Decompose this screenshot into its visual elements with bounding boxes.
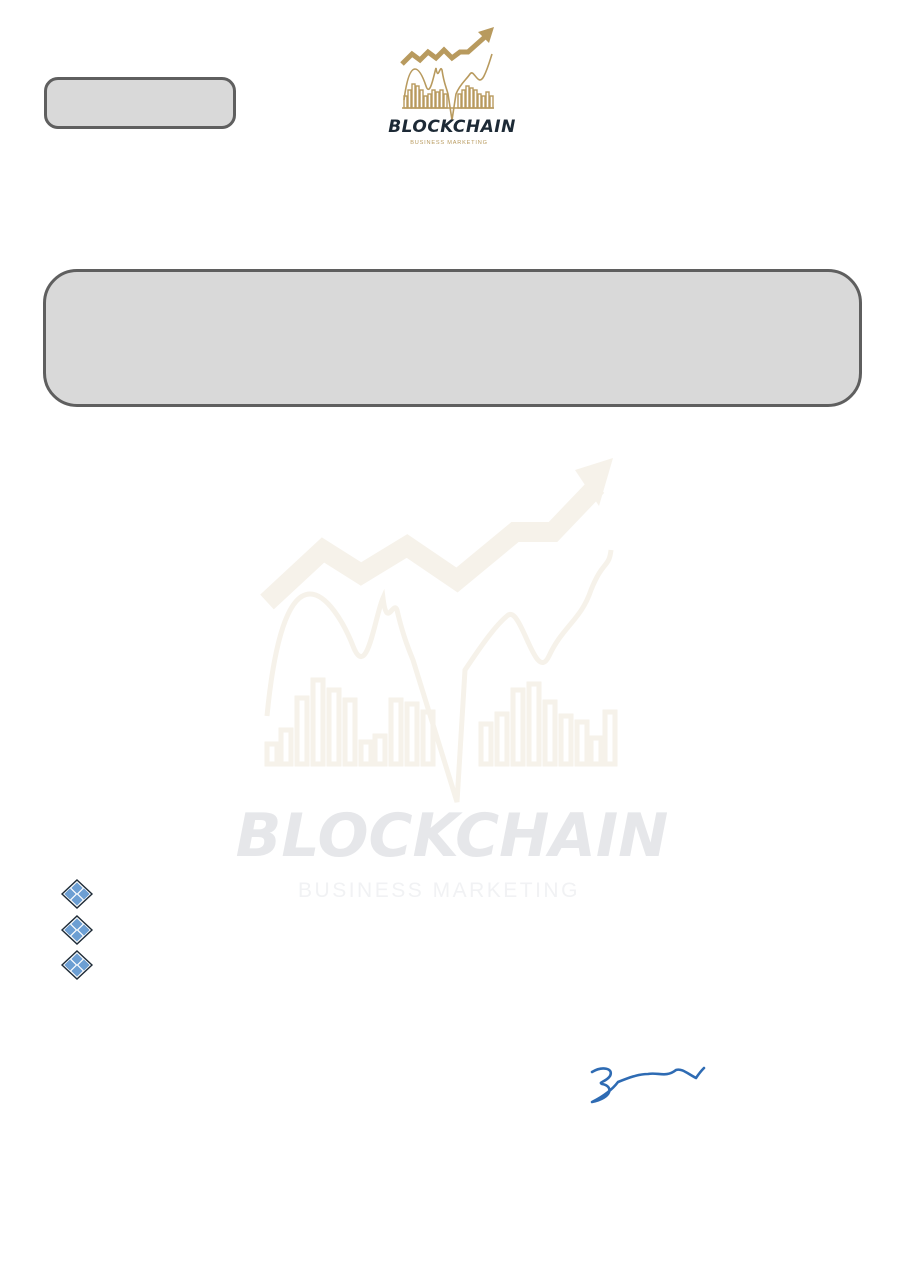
signature-image	[590, 1066, 706, 1104]
diamond-bullet-icon	[60, 915, 94, 945]
blockchain-watermark: BLOCKCHAIN BUSINESS MARKETING	[236, 458, 669, 902]
diamond-bullet-icon	[60, 950, 94, 980]
blockchain-logo: BLOCKCHAIN BUSINESS MARKETING	[388, 27, 516, 146]
logo-subtitle: BUSINESS MARKETING	[410, 140, 488, 146]
logo-title: BLOCKCHAIN	[388, 117, 516, 137]
diamond-bullet-icon	[60, 879, 94, 909]
reference-box	[44, 77, 236, 129]
watermark-title: BLOCKCHAIN	[236, 801, 669, 871]
main-content-box	[43, 269, 862, 407]
watermark-subtitle: BUSINESS MARKETING	[298, 879, 580, 902]
